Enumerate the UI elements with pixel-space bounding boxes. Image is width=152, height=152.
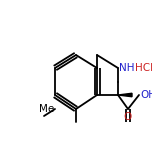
Text: O: O (124, 112, 132, 122)
Text: NH: NH (119, 63, 135, 73)
Polygon shape (118, 93, 132, 97)
Text: Me: Me (39, 104, 54, 114)
Text: OH: OH (140, 90, 152, 100)
Text: HCl: HCl (135, 63, 152, 73)
